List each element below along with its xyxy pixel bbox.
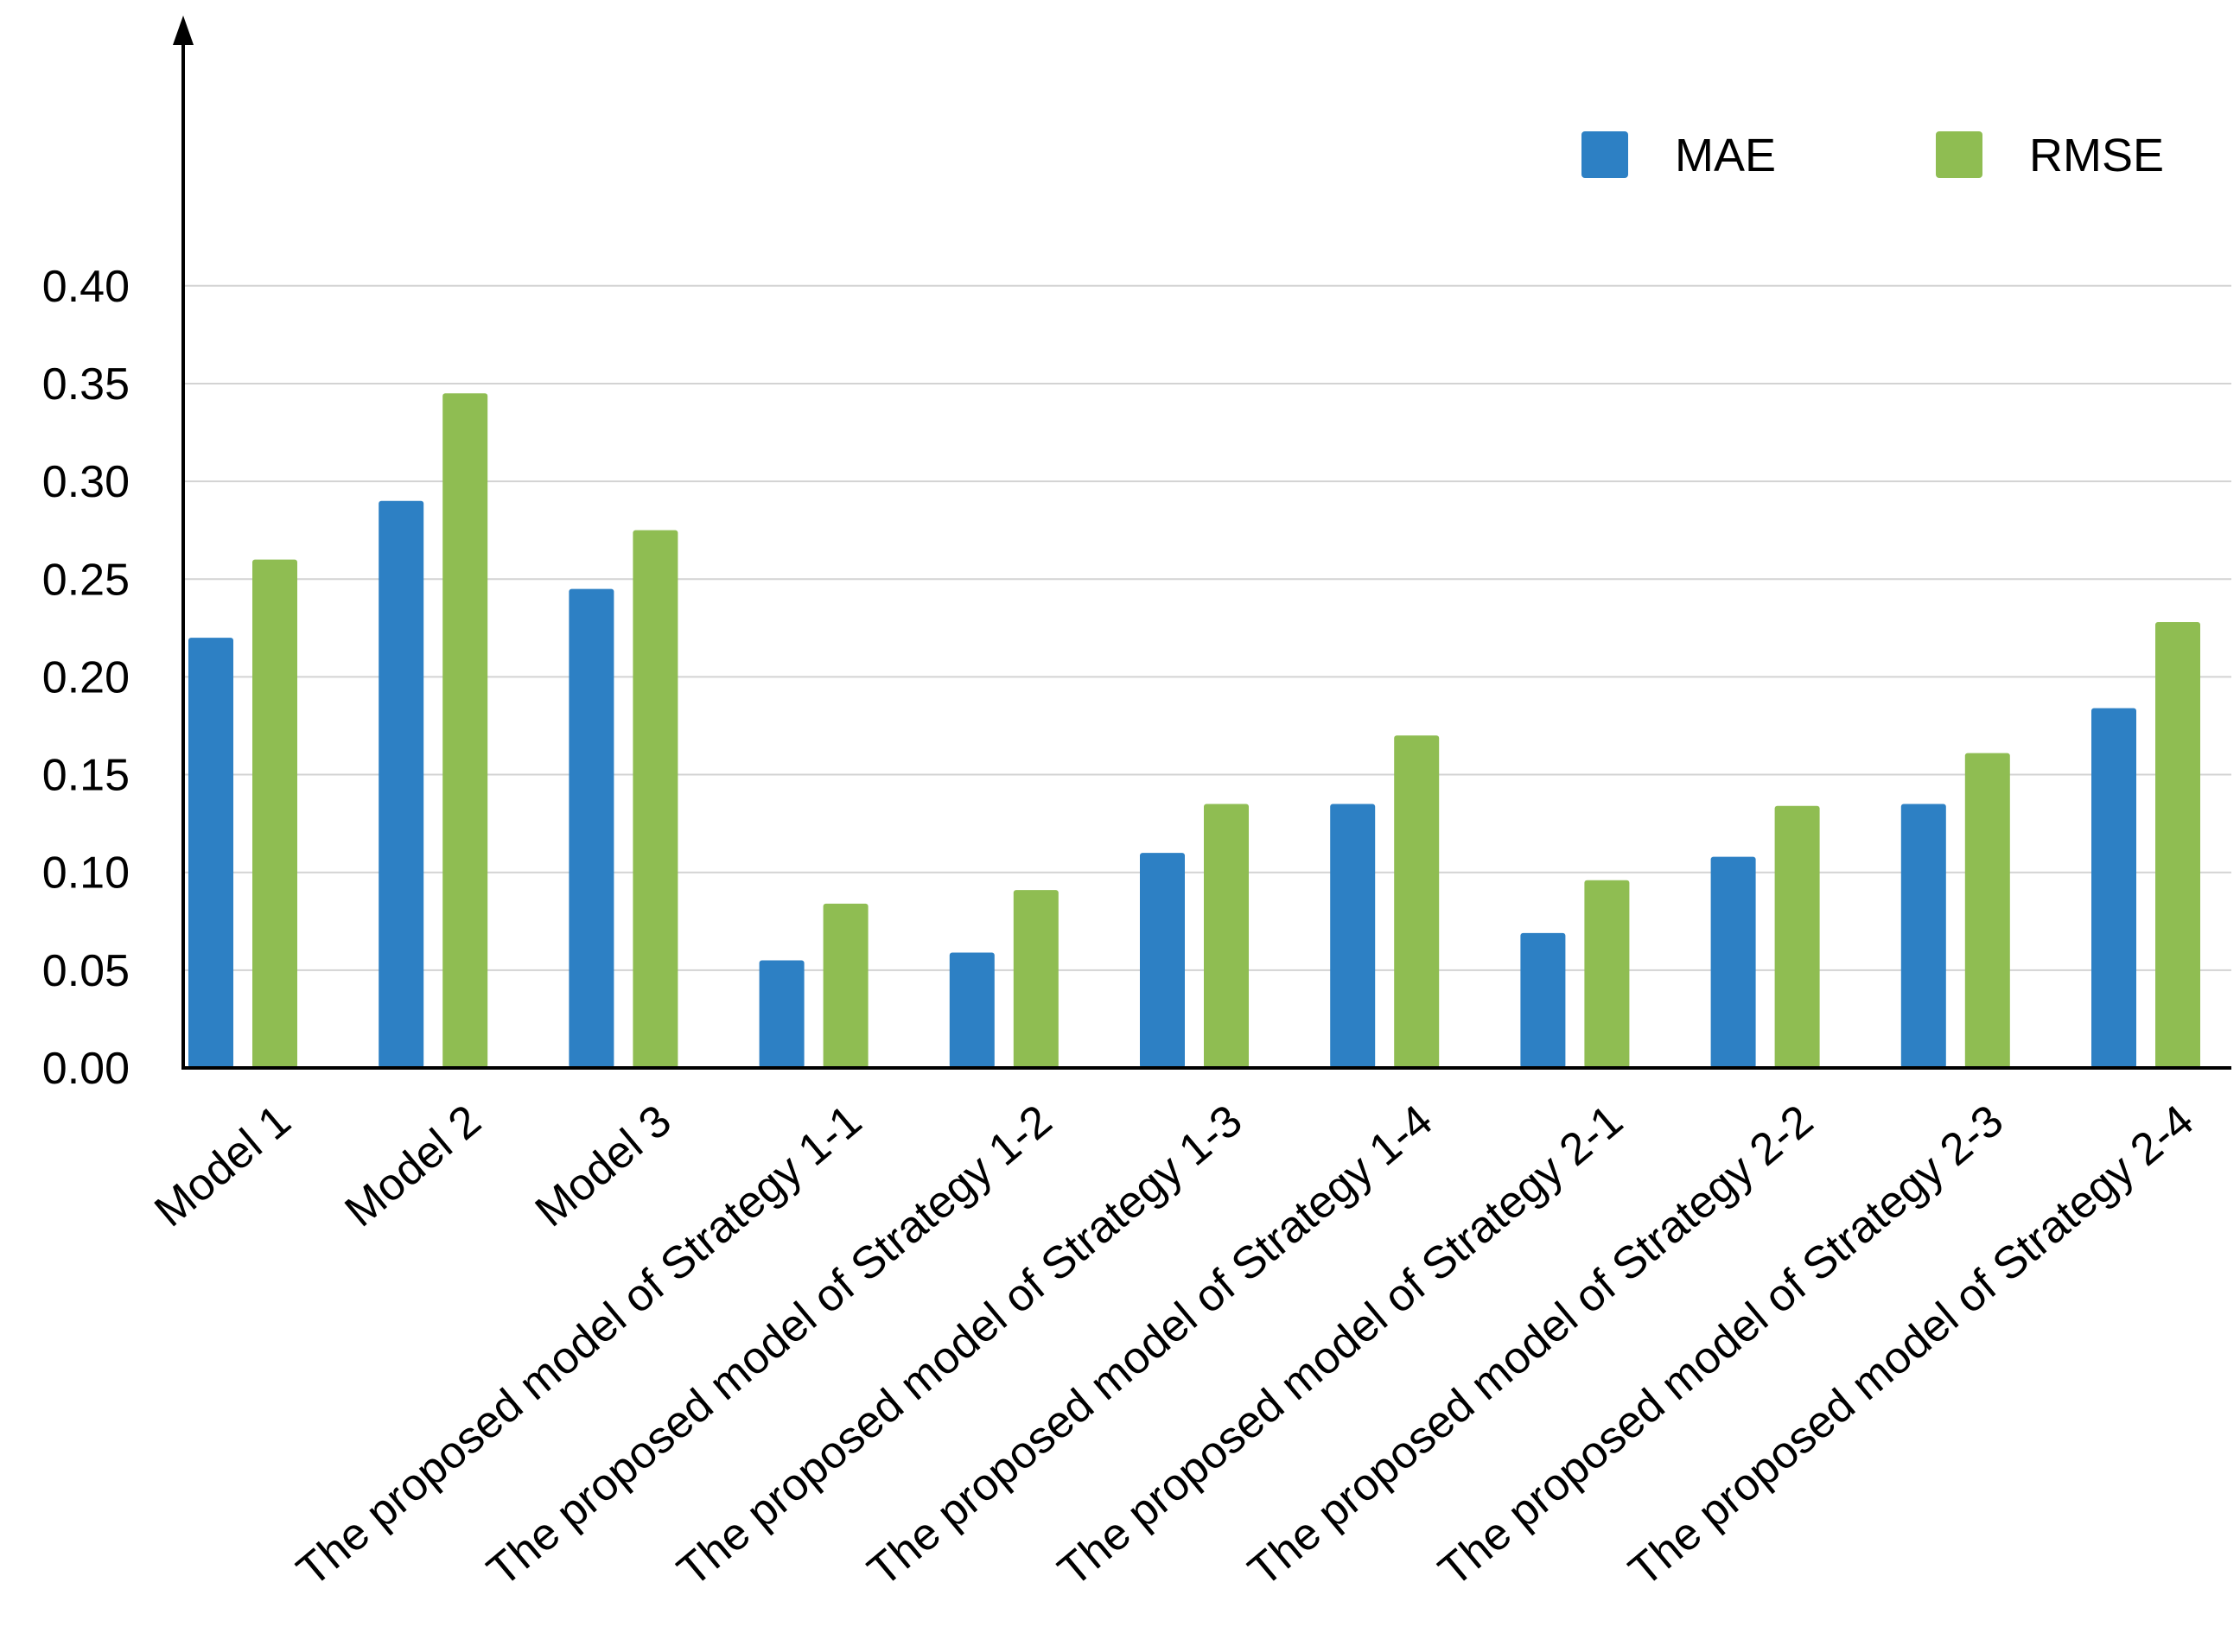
legend-label-mae: MAE	[1675, 130, 1776, 181]
y-tick-label: 0.10	[42, 848, 130, 899]
bar-rmse	[1774, 805, 1820, 1068]
axes	[173, 16, 2231, 1070]
bar-rmse	[442, 393, 488, 1068]
bar-mae	[1710, 856, 1756, 1068]
bar-rmse	[1394, 735, 1440, 1068]
y-tick-label: 0.15	[42, 751, 130, 801]
legend-swatch-mae	[1581, 131, 1628, 178]
bar-mae	[759, 960, 805, 1068]
y-tick-label: 0.35	[42, 359, 130, 410]
y-tick-label: 0.20	[42, 652, 130, 702]
bar-mae	[379, 500, 424, 1068]
grid-lines	[183, 284, 2231, 971]
bar-rmse	[1584, 880, 1630, 1068]
y-tick-label: 0.00	[42, 1044, 130, 1094]
legend: MAE RMSE	[1581, 130, 2164, 181]
y-tick-label: 0.25	[42, 555, 130, 605]
bar-mae	[569, 588, 614, 1068]
y-tick-label: 0.40	[42, 262, 130, 312]
bars	[188, 393, 2200, 1068]
bar-mae	[949, 952, 995, 1068]
bar-rmse	[823, 903, 869, 1068]
x-category-label: Model 1	[145, 1096, 300, 1236]
bar-rmse	[1013, 890, 1059, 1068]
bar-mae	[1140, 853, 1185, 1068]
y-tick-label: 0.30	[42, 457, 130, 507]
y-axis-arrow-icon	[173, 16, 194, 45]
legend-label-rmse: RMSE	[2029, 130, 2164, 181]
bar-rmse	[1964, 753, 2010, 1068]
bar-mae	[2091, 708, 2136, 1068]
y-tick-label: 0.05	[42, 946, 130, 996]
bar-rmse	[1204, 804, 1249, 1068]
bar-mae	[1900, 804, 1946, 1068]
bar-rmse	[2155, 622, 2200, 1068]
bar-mae	[1520, 932, 1566, 1068]
bar-mae	[1330, 804, 1376, 1068]
x-category-label: Model 3	[526, 1096, 681, 1236]
legend-swatch-rmse	[1936, 131, 1982, 178]
bar-mae	[188, 638, 233, 1068]
bar-rmse	[252, 559, 297, 1068]
bar-rmse	[633, 530, 678, 1068]
x-category-label: Model 2	[336, 1096, 491, 1236]
y-axis-tick-labels: 0.00 0.05 0.10 0.15 0.20 0.25 0.30 0.35 0.40	[42, 262, 130, 1094]
